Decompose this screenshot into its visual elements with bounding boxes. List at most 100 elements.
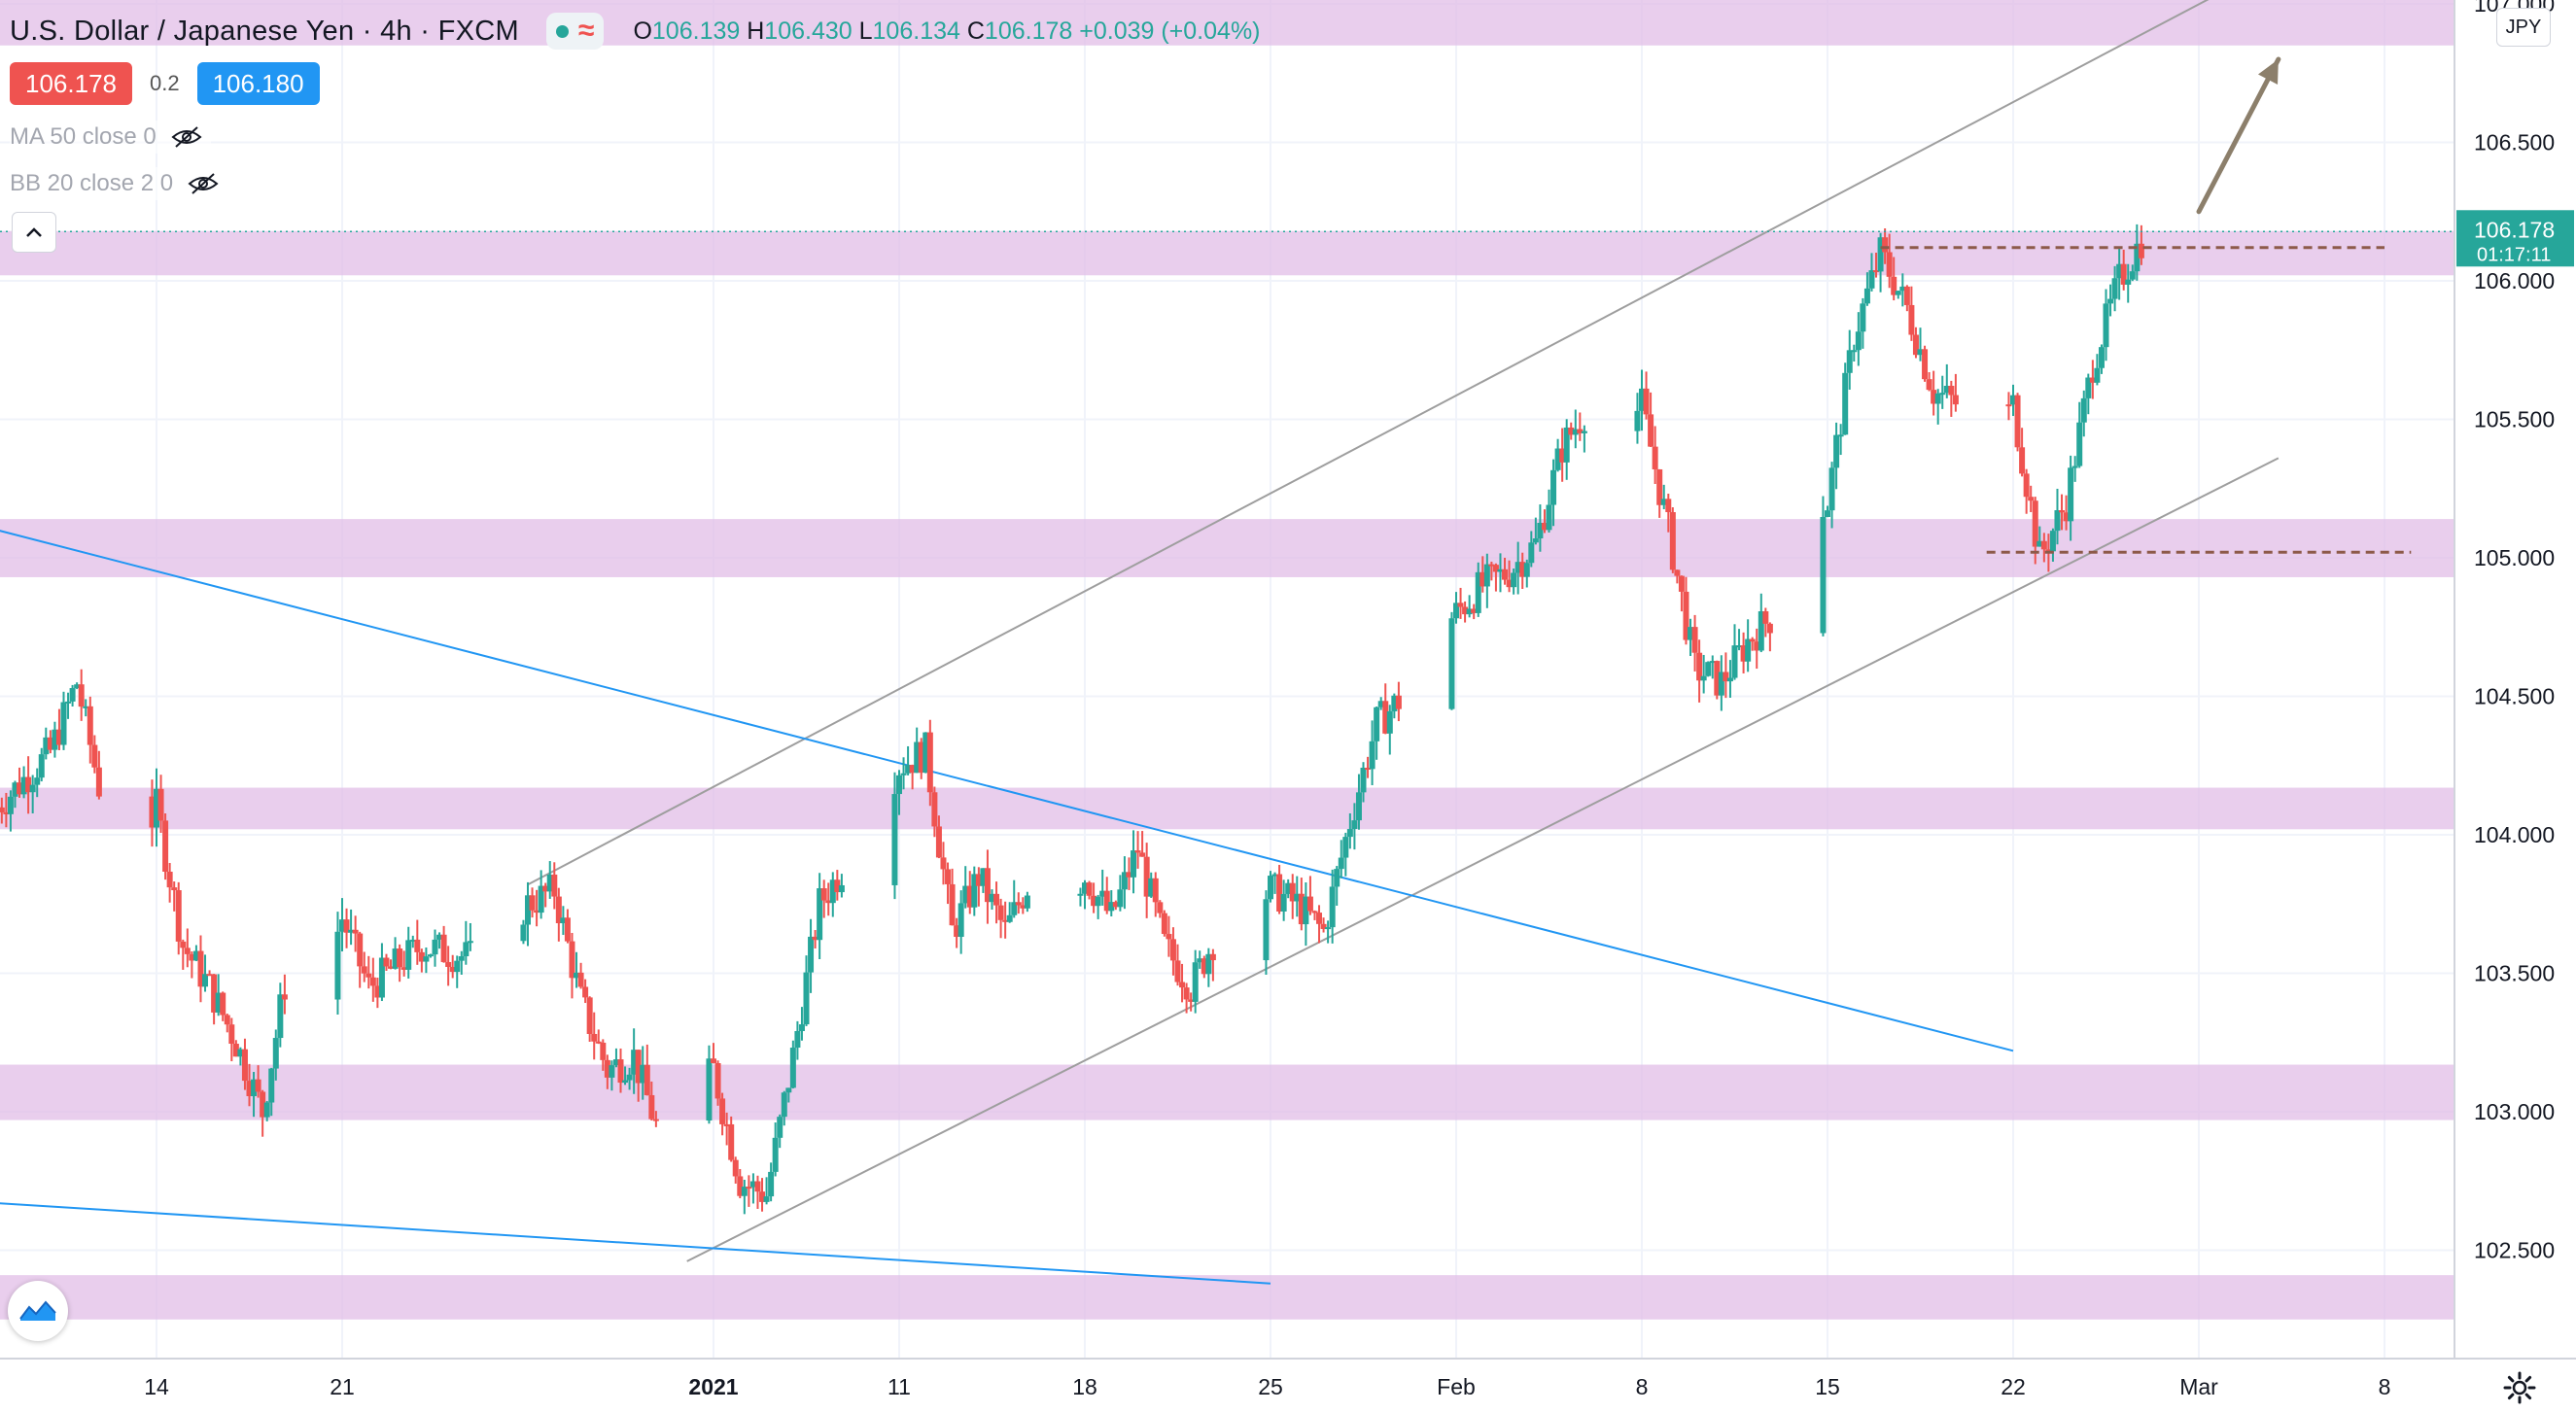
low-label: L [858, 17, 873, 45]
candle-body [1643, 388, 1650, 415]
candle-body [1917, 349, 1924, 356]
candle-body [414, 939, 421, 952]
channel-line [686, 457, 2280, 1262]
candle-body [34, 777, 41, 785]
candle-body [1209, 953, 1216, 961]
sell-price-button[interactable]: 106.178 [10, 62, 132, 105]
trend-line [0, 1202, 1271, 1285]
candle-body [1837, 434, 1844, 437]
x-tick-label: 15 [1815, 1374, 1840, 1399]
candle-body [1082, 882, 1088, 894]
candle-body [397, 948, 403, 968]
high-value: 106.430 [764, 17, 853, 45]
candle-body [1479, 571, 1486, 587]
y-tick-label: 104.500 [2474, 684, 2555, 709]
candle-body [449, 966, 456, 973]
candle-body [458, 956, 465, 961]
candle-body [1342, 837, 1349, 858]
candle-body [555, 896, 562, 924]
candle-body [1820, 516, 1827, 634]
candle-body [1453, 603, 1459, 619]
candle-body [1723, 672, 1729, 682]
symbol-title[interactable]: U.S. Dollar / Japanese Yen · 4h · FXCM [10, 15, 519, 47]
candle-body [622, 1080, 629, 1084]
candle-body [1674, 569, 1681, 576]
candle-body [369, 977, 376, 986]
candle-body [768, 1171, 775, 1197]
tradingview-logo[interactable] [8, 1281, 68, 1341]
x-tick-label: 21 [330, 1374, 355, 1399]
currency-button[interactable]: JPY [2496, 8, 2551, 47]
candle-body [281, 994, 288, 1000]
candle-body [1511, 572, 1517, 588]
candle-body [78, 684, 85, 707]
candle-body [1634, 410, 1641, 431]
candle-body [1726, 677, 1733, 682]
candle-body [1939, 393, 1946, 396]
candle-body [1386, 710, 1393, 734]
candle-body [2010, 395, 2016, 405]
candle-body [812, 936, 818, 941]
x-tick-label: 18 [1072, 1374, 1097, 1399]
candle-body [1502, 569, 1509, 580]
candle-body [714, 1063, 721, 1099]
candle-body [2103, 303, 2109, 348]
candle-body [612, 1059, 619, 1066]
candle-body [1134, 850, 1141, 853]
chart-grid [0, 0, 2454, 1359]
candle-body [777, 1117, 783, 1138]
price-zone [0, 1275, 2454, 1320]
candle-body [1263, 899, 1270, 961]
candle-body [0, 807, 5, 812]
candle-body [1903, 286, 1910, 305]
candle-body [1320, 923, 1327, 929]
indicator-bb[interactable]: BB 20 close 2 0 [10, 167, 228, 200]
hidden-eye-icon[interactable] [187, 171, 220, 196]
candle-body [1868, 270, 1875, 289]
candle-body [1360, 767, 1367, 793]
candle-body [1948, 385, 1955, 396]
indicator-bb-label: BB 20 close 2 0 [10, 170, 174, 196]
candle-body [1169, 939, 1176, 961]
candle-body [166, 871, 173, 888]
settings-button[interactable] [2498, 1366, 2541, 1409]
candle-body [1126, 872, 1132, 878]
candle-body [741, 1187, 748, 1196]
candle-body [789, 1048, 796, 1088]
candle-body [202, 974, 209, 987]
market-status-pill[interactable]: ≈ [545, 13, 605, 50]
candle-body [542, 885, 549, 892]
candle-body [1131, 850, 1137, 878]
indicator-ma-label: MA 50 close 0 [10, 123, 157, 150]
hidden-eye-icon[interactable] [170, 124, 203, 150]
candle-body [357, 933, 364, 967]
candle-body [635, 1050, 642, 1084]
candle-body [436, 934, 443, 940]
candle-body [1714, 661, 1721, 696]
candle-body [1709, 661, 1716, 664]
candle-body [949, 883, 956, 926]
candle-body [1334, 869, 1340, 887]
candle-body [1201, 958, 1207, 975]
candle-body [834, 879, 841, 893]
candle-body [1886, 252, 1893, 277]
candle-body [2098, 347, 2105, 368]
candle-body [1736, 645, 1743, 648]
candle-body [1931, 390, 1937, 404]
collapse-indicators-button[interactable] [12, 212, 56, 253]
candle-body [1157, 902, 1164, 913]
candle-body [1568, 427, 1575, 435]
tradingview-logo-icon [19, 1300, 56, 1321]
buy-price-button[interactable]: 106.180 [196, 62, 320, 105]
candle-body [7, 796, 14, 814]
candle-body [260, 1091, 266, 1118]
candle-body [1298, 893, 1305, 925]
candle-body [2045, 549, 2052, 552]
candle-body [374, 985, 381, 998]
x-tick-label: 25 [1258, 1374, 1283, 1399]
indicator-ma[interactable]: MA 50 close 0 [10, 121, 211, 154]
candle-body [723, 1123, 730, 1126]
candle-body [2014, 395, 2021, 448]
support-resistance-zones [0, 0, 2454, 1320]
